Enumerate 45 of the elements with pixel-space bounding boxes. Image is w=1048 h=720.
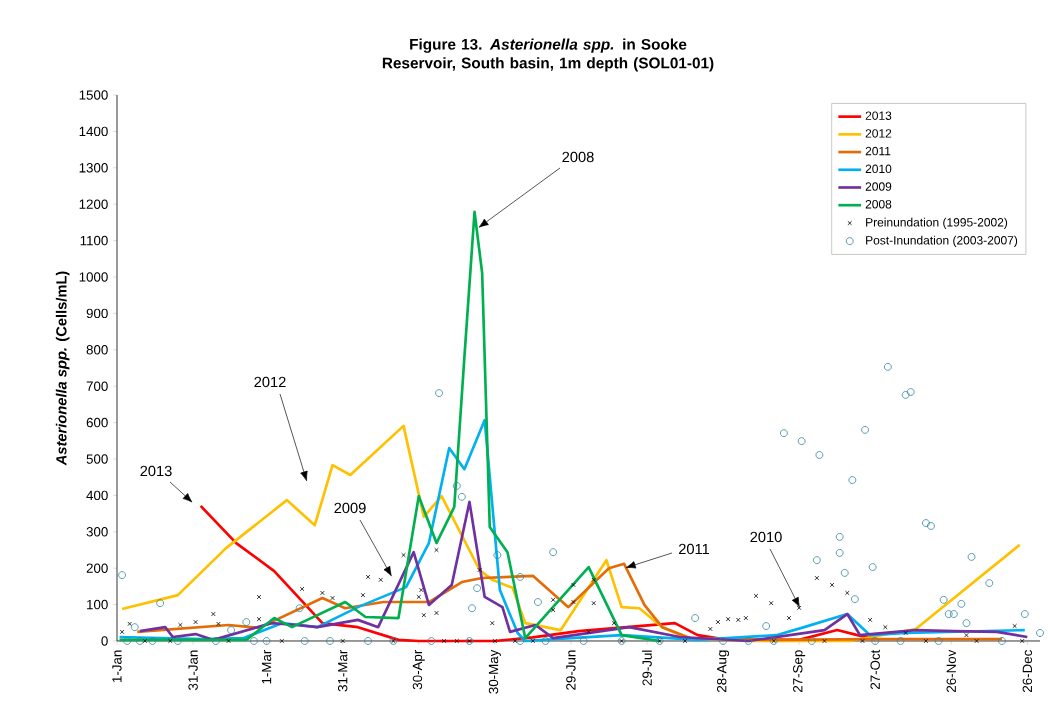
x-tick-label: 29-Jun — [566, 650, 576, 690]
y-tick-label: 500 — [86, 454, 108, 464]
legend-label: Post-Inundation (2003-2007) — [866, 235, 1018, 247]
y-axis-title: Asterionella spp. (Cells/mL) — [55, 271, 70, 466]
x-tick-label: 31-Mar — [337, 649, 348, 692]
y-tick-label: 700 — [86, 381, 108, 391]
x-tick-label: 30-Apr — [412, 649, 425, 690]
x-tick-label: 31-Jan — [188, 650, 198, 690]
legend-label: 2013 — [865, 111, 892, 120]
y-tick-label: 600 — [86, 417, 108, 428]
annotation: 2012 — [254, 376, 286, 388]
x-tick-label: 27-Sep — [793, 650, 806, 693]
annotation: 2009 — [334, 502, 366, 514]
x-tick-label: 30-May — [488, 649, 501, 694]
annotation: 2013 — [140, 465, 172, 477]
annotation: 2011 — [678, 543, 710, 555]
y-tick-label: 400 — [86, 490, 108, 501]
y-tick-label: 1200 — [79, 199, 108, 209]
legend-label: 2009 — [865, 182, 892, 191]
legend-label: 2010 — [865, 164, 892, 174]
y-tick-label: 0 — [101, 636, 108, 646]
y-tick-label: 800 — [86, 345, 108, 355]
x-tick-label: 27-Oct — [870, 649, 880, 690]
y-tick-label: 1100 — [80, 235, 108, 246]
x-tick-label: 1-Jan — [112, 650, 122, 683]
legend-label: 2012 — [865, 129, 892, 138]
annotation: 2010 — [750, 531, 782, 543]
y-tick-label: 1300 — [79, 163, 108, 173]
x-tick-label: 28-Aug — [717, 650, 730, 693]
y-tick-label: 1000 — [79, 272, 108, 282]
legend-label: 2008 — [865, 200, 892, 209]
annotation: 2008 — [562, 151, 594, 163]
y-tick-label: 100 — [87, 599, 108, 610]
y-tick-label: 1500 — [79, 90, 108, 100]
x-tick-label: 26-Dec — [1022, 650, 1033, 693]
y-tick-label: 900 — [86, 308, 108, 319]
legend-label: Preinundation (1995-2002) — [866, 217, 1008, 229]
chart-title: Figure 13. Asterionella spp. in Sooke Reservoir, South basin, 1m depth (SOL01-01) — [382, 38, 714, 72]
y-tick-label: 200 — [86, 563, 108, 573]
x-tick-label: 1-Mar — [261, 649, 272, 684]
y-tick-label: 300 — [86, 527, 108, 537]
x-tick-label: 29-Jul — [642, 650, 652, 686]
x-tick-label: 26-Nov — [946, 649, 956, 693]
y-tick-label: 1400 — [79, 126, 108, 137]
legend-label: 2011 — [865, 146, 891, 156]
